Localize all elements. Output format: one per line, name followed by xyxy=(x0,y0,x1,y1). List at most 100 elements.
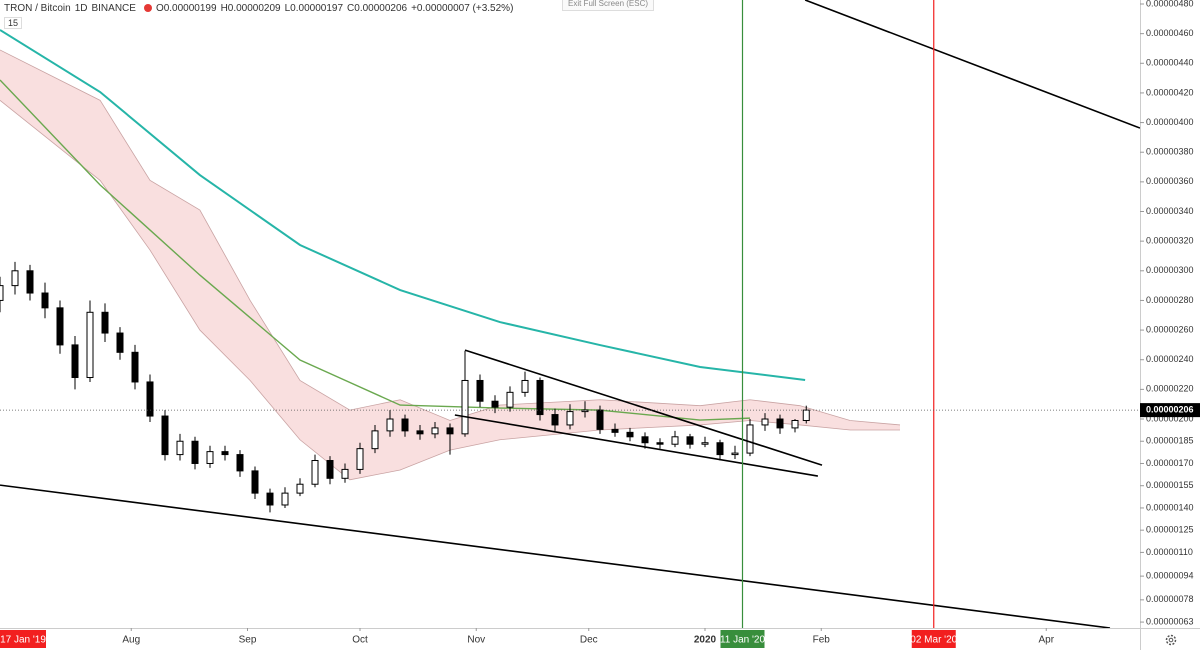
candle-body xyxy=(341,468,349,479)
candle-body xyxy=(206,451,214,464)
candle-body xyxy=(461,379,469,435)
candle-body xyxy=(716,442,724,456)
candle-body xyxy=(236,454,244,472)
vertical-line-label-box xyxy=(911,630,956,648)
candle-body xyxy=(416,430,424,435)
y-tick-label: 0.00000125 xyxy=(1146,525,1194,535)
candle-body xyxy=(686,436,694,445)
ohlc-change: +0.00000007 (+3.52%) xyxy=(411,3,514,14)
candle-body xyxy=(11,270,19,287)
candle-body xyxy=(611,428,619,433)
candle-body xyxy=(731,452,739,456)
candle-body xyxy=(802,409,810,421)
header: TRON / Bitcoin 1D BINANCE O0.00000199 H0.000… xyxy=(4,3,517,14)
y-tick-label: 0.00000360 xyxy=(1146,176,1194,186)
candle-body xyxy=(191,440,199,464)
candle-body xyxy=(671,436,679,445)
y-tick-label: 0.00000170 xyxy=(1146,458,1194,468)
candle-body xyxy=(506,391,514,408)
y-tick-label: 0.00000420 xyxy=(1146,87,1194,97)
vertical-line-label-box xyxy=(720,630,765,648)
indicator-toggle[interactable]: 15 xyxy=(4,17,23,29)
candle-body xyxy=(56,307,64,346)
candle-body xyxy=(761,418,769,426)
candle-body xyxy=(791,419,799,429)
candle-body xyxy=(446,427,454,435)
gear-hub xyxy=(1168,637,1174,643)
candle-body xyxy=(146,381,154,417)
x-tick-label: Apr xyxy=(1038,635,1054,646)
candle-body xyxy=(161,415,169,456)
candle-body xyxy=(431,427,439,435)
candle-body xyxy=(311,460,319,485)
trendline xyxy=(454,414,819,477)
candle-body xyxy=(71,344,79,379)
candle-body xyxy=(116,332,124,353)
cloud-edge xyxy=(0,100,900,481)
candle-body xyxy=(536,379,544,416)
y-tick-label: 0.00000260 xyxy=(1146,324,1194,334)
interval: 1D xyxy=(74,3,88,14)
exit-fullscreen[interactable]: Exit Full Screen (ESC) xyxy=(562,0,655,11)
candle-body xyxy=(746,424,754,454)
x-tick-label: Oct xyxy=(352,635,368,646)
x-tick-label: 2020 xyxy=(694,635,717,646)
y-tick-label: 0.00000155 xyxy=(1146,480,1194,490)
trendline xyxy=(464,349,823,466)
candle-body xyxy=(0,285,4,301)
candle-body xyxy=(86,311,94,379)
candle-body xyxy=(26,270,34,294)
candle-body xyxy=(656,442,664,445)
trendline xyxy=(804,0,1140,129)
candle-body xyxy=(566,411,574,426)
candle-body xyxy=(626,431,634,438)
y-tick-label: 0.00000094 xyxy=(1146,570,1194,580)
gear-ring xyxy=(1165,634,1177,646)
x-tick-label: Nov xyxy=(467,635,485,646)
candle-body xyxy=(326,460,334,479)
ohlc-low: L0.00000197 xyxy=(284,3,344,14)
cloud xyxy=(0,49,900,480)
candle-body xyxy=(176,440,184,456)
x-tick-label: Sep xyxy=(239,635,257,646)
candle-body xyxy=(131,351,139,383)
candle-body xyxy=(701,442,709,445)
ma-line xyxy=(0,29,806,382)
y-tick-label: 0.00000480 xyxy=(1146,0,1194,8)
left-date-label: 17 Jan '19 xyxy=(0,635,46,646)
x-tick-label: Dec xyxy=(580,635,598,646)
y-tick-label: 0.00000440 xyxy=(1146,58,1194,68)
status-dot xyxy=(143,4,152,12)
settings-icon[interactable] xyxy=(1165,634,1177,646)
candle-body xyxy=(371,430,379,450)
candle-body xyxy=(356,448,364,470)
candle-body xyxy=(641,436,649,444)
y-tick-label: 0.00000300 xyxy=(1146,265,1194,275)
candle-body xyxy=(596,409,604,430)
candle-body xyxy=(101,311,109,334)
y-tick-label: 0.00000460 xyxy=(1146,28,1194,38)
cloud-edge xyxy=(0,49,901,426)
y-tick-label: 0.00000078 xyxy=(1146,594,1194,604)
y-tick-label: 0.00000400 xyxy=(1146,117,1194,127)
candle-body xyxy=(221,451,229,456)
y-tick-label: 0.00000110 xyxy=(1146,547,1193,557)
ohlc-high: H0.00000209 xyxy=(220,3,281,14)
y-tick-label: 0.00000280 xyxy=(1146,295,1194,305)
candle-body xyxy=(251,470,259,494)
y-tick-label: 0.00000340 xyxy=(1146,206,1194,216)
last-price-box xyxy=(1140,403,1200,418)
candle-body xyxy=(551,414,559,426)
candle-body xyxy=(266,492,274,506)
candle-body xyxy=(776,418,784,429)
candle-body xyxy=(386,418,394,432)
symbol: TRON / Bitcoin xyxy=(4,3,71,14)
y-tick-label: 0.00000063 xyxy=(1146,616,1194,626)
candle-body xyxy=(491,400,499,408)
trendline xyxy=(0,484,1111,628)
candle-body xyxy=(281,492,289,506)
vertical-line-label: 11 Jan '20 xyxy=(720,635,766,646)
candle-body xyxy=(401,418,409,432)
